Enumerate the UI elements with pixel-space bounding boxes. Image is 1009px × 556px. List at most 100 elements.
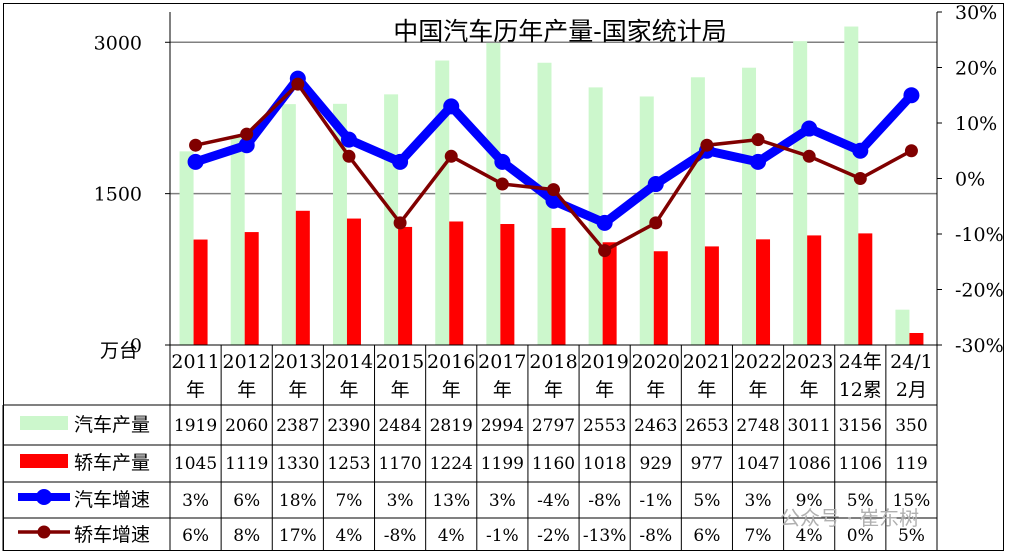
bar-total [742, 67, 757, 346]
point-sedan-growth [649, 216, 663, 230]
category-label: 年 [493, 379, 512, 401]
legend-label: 汽车增速 [74, 489, 150, 511]
table-cell: 3156 [839, 416, 882, 436]
table-cell: 977 [691, 454, 723, 474]
category-label: 年 [442, 379, 461, 401]
left-axis-unit: 万台 [100, 340, 138, 362]
point-sedan-growth [291, 77, 305, 91]
table-cell: 2060 [225, 416, 268, 436]
table-cell: 7% [745, 526, 772, 546]
category-label: 年 [544, 379, 563, 401]
bar-sedan [858, 233, 873, 345]
chart-title: 中国汽车历年产量-国家统计局 [393, 17, 726, 46]
table-cell: 1106 [839, 454, 882, 474]
category-label: 24/1 [890, 351, 933, 373]
point-sedan-growth [240, 127, 254, 141]
right-tick-label: 20% [955, 58, 997, 80]
table-cell: 3% [489, 491, 516, 511]
table-cell: -8% [639, 526, 672, 546]
table-cell: 5% [847, 491, 874, 511]
bar-total [639, 96, 654, 345]
point-auto-growth [443, 98, 460, 115]
table-cell: 2553 [583, 416, 626, 436]
point-auto-growth [801, 120, 818, 137]
category-label: 年 [646, 379, 665, 401]
table-cell: 6% [693, 526, 720, 546]
legend-label: 轿车增速 [74, 524, 150, 546]
right-tick-label: 10% [955, 113, 997, 135]
chart-frame [3, 3, 1004, 551]
table-cell: -8% [384, 526, 417, 546]
right-tick-label: -20% [955, 280, 1004, 302]
table-cell: 17% [279, 526, 317, 546]
point-auto-growth [852, 142, 869, 159]
table-cell: -1% [639, 491, 672, 511]
category-label: 2018 [529, 351, 577, 373]
category-label: 2019 [580, 351, 628, 373]
table-cell: 3% [387, 491, 414, 511]
table-cell: -2% [537, 526, 570, 546]
category-label: 年 [391, 379, 410, 401]
axes: 3000 1500 0万台 30% 20% 10% 0% -10% -20% -30% [94, 2, 1004, 362]
category-label: 2020 [632, 351, 680, 373]
category-label: 年 [288, 379, 307, 401]
table-cell: 0% [847, 526, 874, 546]
table-cell: 2463 [634, 416, 677, 436]
table-cell: 2819 [430, 416, 473, 436]
category-label: 2022 [734, 351, 782, 373]
table-cell: -1% [486, 526, 519, 546]
bar-total [332, 103, 347, 345]
data-table: 2011 年 2012 年 2013 年 2014 年 2015 年 2016 年 2017 年 2018 年… [2, 345, 938, 551]
bar-sedan [602, 242, 617, 345]
table-cell: 1119 [225, 454, 268, 474]
category-label: 年 [749, 379, 768, 401]
bar-sedan [398, 226, 413, 345]
table-cell: 1047 [736, 454, 779, 474]
table-cell: 2797 [532, 416, 575, 436]
point-auto-growth [750, 153, 767, 170]
point-sedan-growth [342, 149, 356, 163]
left-tick-label: 3000 [94, 32, 142, 54]
table-cell: 2484 [378, 416, 421, 436]
table-cell: 1160 [532, 454, 575, 474]
table-cell: -8% [588, 491, 621, 511]
bar-sedan [807, 235, 822, 345]
table-cell: 2387 [276, 416, 319, 436]
bar-total [895, 309, 910, 345]
point-sedan-growth [495, 177, 509, 191]
table-cell: 1224 [430, 454, 473, 474]
bar-total [844, 26, 859, 345]
category-label: 年 [339, 379, 358, 401]
left-tick-label: 0 [130, 335, 142, 357]
point-auto-growth [596, 214, 613, 231]
table-cell: 4% [438, 526, 465, 546]
right-tick-label: 0% [955, 169, 985, 191]
table-cell: 3011 [788, 416, 831, 436]
bar-sedan [449, 221, 464, 345]
point-sedan-growth [904, 144, 918, 158]
category-label: 2014 [325, 351, 373, 373]
category-label: 12累 [839, 379, 882, 401]
bar-sedan [653, 251, 668, 345]
table-cell: 929 [640, 454, 672, 474]
legend-label: 汽车产量 [74, 414, 150, 436]
table-cell: 1199 [481, 454, 524, 474]
table-cell: 4% [335, 526, 362, 546]
right-tick-label: -10% [955, 224, 1004, 246]
category-label: 2011 [171, 351, 219, 373]
bar-total [690, 77, 705, 346]
point-auto-growth [187, 153, 204, 170]
table-cell: 2748 [736, 416, 779, 436]
table-cell: 1919 [174, 416, 217, 436]
point-sedan-growth [393, 216, 407, 230]
table-cell: 3% [745, 491, 772, 511]
table-cell: 1086 [788, 454, 831, 474]
category-label: 2021 [683, 351, 731, 373]
category-label: 2023 [785, 351, 833, 373]
category-label: 2015 [376, 351, 424, 373]
category-label: 年 [697, 379, 716, 401]
point-auto-growth [340, 131, 357, 148]
table-cell: 3% [182, 491, 209, 511]
bar-sedan [704, 246, 719, 345]
